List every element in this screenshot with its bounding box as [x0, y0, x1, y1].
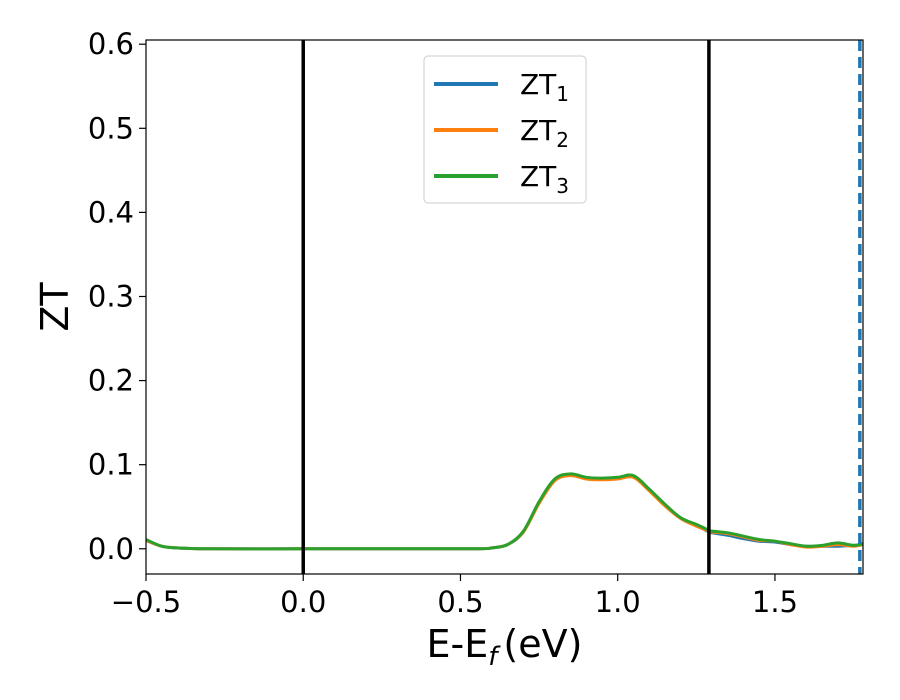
series-lines [145, 472, 864, 551]
legend-item-zt2: ZT2 [434, 114, 569, 152]
plot-area-frame [145, 39, 864, 575]
x-axis: −0.5 0.0 0.5 1.0 1.5 [111, 574, 798, 619]
y-tick-label: 0.3 [88, 279, 134, 313]
x-axis-title: E-Ef (eV) [427, 622, 583, 672]
y-axis-title: ZT [33, 282, 77, 332]
series-line-zt3 [145, 472, 864, 551]
x-tick-label: 1.5 [752, 585, 798, 619]
y-tick-label: 0.0 [88, 532, 134, 566]
y-tick-label: 0.5 [88, 111, 134, 145]
y-tick-label: 0.2 [88, 364, 134, 398]
legend: ZT1 ZT2 ZT3 [423, 55, 587, 204]
legend-label: ZT3 [520, 160, 569, 198]
x-axis-title-unit: (eV) [503, 622, 582, 666]
x-tick-label: −0.5 [111, 585, 181, 619]
x-tick-label: 1.0 [595, 585, 641, 619]
legend-items: ZT1 ZT2 ZT3 [434, 68, 569, 198]
x-tick-label: 0.5 [437, 585, 483, 619]
y-tick-label: 0.4 [88, 195, 134, 229]
legend-label: ZT2 [520, 114, 569, 152]
legend-item-zt1: ZT1 [434, 68, 569, 106]
y-axis: 0.0 0.1 0.2 0.3 0.4 0.5 0.6 [88, 27, 146, 566]
legend-box [423, 55, 587, 204]
y-tick-label: 0.1 [88, 448, 134, 482]
y-tick-label: 0.6 [88, 27, 134, 61]
x-axis-title-subscript: f [488, 642, 501, 672]
legend-item-zt3: ZT3 [434, 160, 569, 198]
legend-label: ZT1 [520, 68, 569, 106]
x-tick-label: 0.0 [280, 585, 326, 619]
reference-lines [301, 40, 862, 574]
